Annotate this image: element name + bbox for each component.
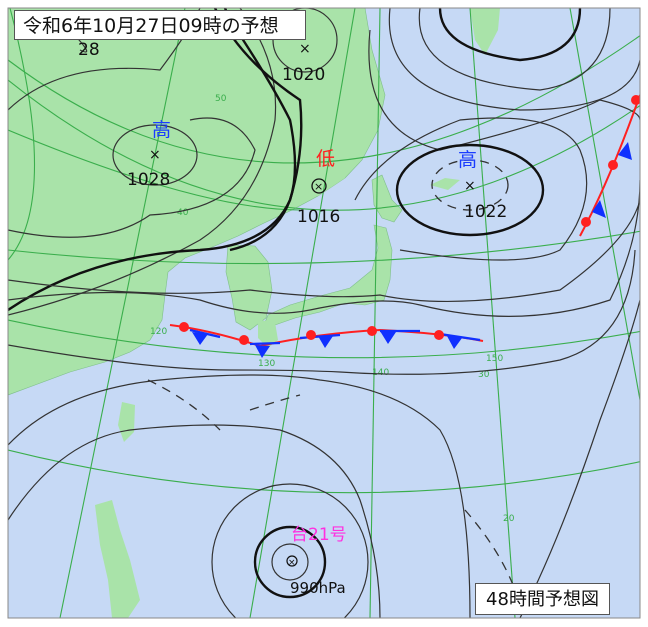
lat-label-30: 30: [478, 370, 490, 380]
lat-lon-grid: [8, 8, 640, 618]
high-center-x-icon: ×: [464, 178, 476, 194]
map-frame: [7, 7, 641, 619]
lon-label-130: 130: [258, 359, 275, 369]
cold-front: [579, 94, 640, 237]
hokkaido: [371, 174, 403, 223]
kamchatka: [470, 8, 500, 55]
high-center-x-icon: ×: [149, 147, 161, 163]
high-north-pressure: 1020: [282, 65, 325, 85]
lon-label-140: 140: [372, 368, 389, 378]
lat-label-40: 40: [177, 208, 189, 218]
honshu: [261, 224, 393, 331]
low-kanji: 低: [316, 148, 335, 170]
low-pressure: 1016: [297, 207, 340, 227]
lon-label-150: 150: [486, 354, 503, 364]
lat-label-20: 20: [503, 514, 515, 524]
typhoon-name: 台21号: [291, 525, 347, 545]
taiwan: [118, 402, 135, 442]
partial-pressure-label: 28: [78, 40, 100, 60]
high-east-pressure: 1022: [464, 202, 507, 222]
high-west-pressure: 1028: [127, 170, 170, 190]
typhoon-center-icon: [286, 555, 298, 567]
lon-label-120: 120: [150, 327, 167, 337]
lat-label-50: 50: [215, 94, 227, 104]
isobars: [8, 8, 640, 618]
philippines: [95, 500, 140, 618]
forecast-chart-label: 48時間予想図: [475, 583, 610, 615]
high-center-x-icon: ×: [299, 41, 311, 57]
typhoon-pressure: 990hPa: [290, 579, 346, 597]
high-west-kanji: 高: [152, 119, 171, 141]
typhoon-center-x-icon: ×: [288, 558, 296, 568]
low-center-x-icon: ×: [314, 180, 323, 193]
stationary-front: [169, 322, 484, 358]
low-center-icon: [311, 178, 327, 194]
high-east-kanji: 高: [458, 149, 477, 171]
kuril-hokkaido-east: [430, 178, 460, 190]
forecast-title: 令和6年10月27日09時の予想: [14, 10, 306, 40]
kyushu: [258, 320, 278, 348]
